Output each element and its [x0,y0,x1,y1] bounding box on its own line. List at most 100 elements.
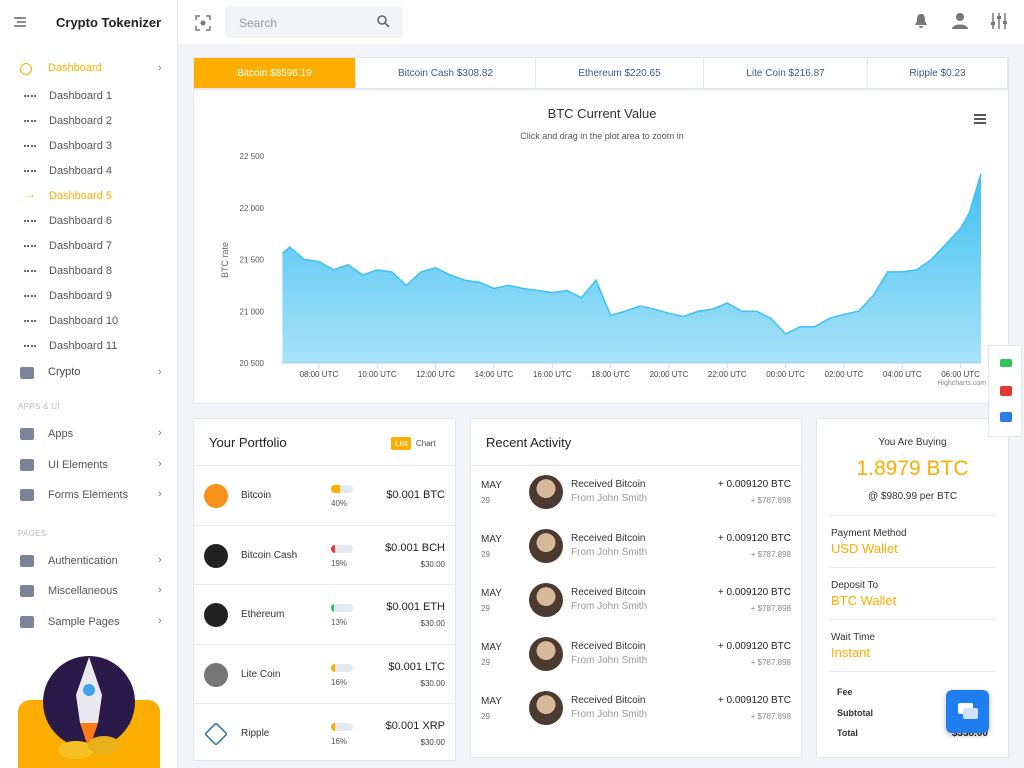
chat-button[interactable] [946,690,989,733]
submenu-item[interactable]: Dashboard 6 [49,215,112,227]
amount: $0.001 LTC [388,660,445,673]
active-arrow: → [24,187,36,201]
field-label: Payment Method [831,528,907,539]
usd-value: $30.00 [420,619,445,628]
chevron: › [158,488,162,500]
chart-credits: Highcharts.com [937,380,986,387]
dots [24,320,36,322]
dots [24,295,36,297]
activity-amount: + 0.009120 BTC [717,641,791,652]
buying-heading: You Are Buying [878,437,947,448]
amount: $0.001 BCH [385,541,445,554]
activity-usd: + $787.898 [750,604,791,613]
toggle-chart[interactable]: Chart [416,439,436,448]
x-tick-label: 16:00 UTC [533,370,572,379]
submenu-item[interactable]: Dashboard 2 [49,115,112,127]
portfolio-row: Ripple 16% $0.001 XRP $30.00 [194,703,455,763]
x-tick-label: 10:00 UTC [358,370,397,379]
menu-item[interactable]: Authentication [48,554,118,567]
progress-fill [331,485,340,493]
coin-tab[interactable]: Ethereum $220.65 [536,58,704,88]
profile-icon[interactable] [952,12,968,29]
submenu-item[interactable]: Dashboard 10 [49,315,119,327]
search-box[interactable]: Search [225,6,403,38]
x-tick-label: 22:00 UTC [708,370,747,379]
sidebar: Crypto Tokenizer Dashboard › Dashboard 1 Da… [0,0,178,768]
coin-name: Lite Coin [241,668,281,680]
coin-tab[interactable]: Bitcoin $8596.19 [194,58,356,88]
usd-value: $30.00 [420,559,445,569]
tool-icon[interactable] [1000,412,1012,422]
submenu-item[interactable]: Dashboard 8 [49,265,112,277]
menu-item[interactable]: UI Elements [48,458,108,471]
submenu-item[interactable]: Dashboard 5 [49,190,112,202]
menu-item[interactable]: Forms Elements [48,489,129,501]
coin-name: Bitcoin [241,490,272,501]
portfolio-card: Your Portfolio List Chart Bitcoin 40% $0.0… [193,418,456,761]
x-tick-label: 04:00 UTC [883,370,922,379]
search-icon [377,15,390,28]
settings-icon[interactable] [990,13,1008,29]
activity-from: From John Smith [571,709,648,720]
percent: 16% [331,677,348,687]
activity-card: Recent Activity MAY 29 Received Bitcoin Fro… [470,418,802,758]
dots [24,170,36,172]
menu-item[interactable]: Miscellaneous [48,585,118,597]
activity-amount: + 0.009120 BTC [717,587,791,598]
month: MAY [481,696,502,707]
submenu-item[interactable]: Dashboard 4 [49,165,112,177]
avatar [529,475,563,509]
activity-usd: + $787.898 [750,550,791,559]
field-value: Instant [831,645,871,660]
submenu-item[interactable]: Dashboard 3 [49,140,112,152]
activity-amount: + 0.009120 BTC [717,533,791,544]
amount: $0.001 ETH [386,601,445,613]
day: 29 [481,658,490,667]
tool-icon[interactable] [1000,386,1012,396]
toggle-list[interactable]: List [391,437,412,450]
chevron: › [158,614,162,627]
menu-icon [20,615,34,628]
menu-item[interactable]: Crypto [48,366,81,378]
month: MAY [481,534,502,545]
activity-amount: + 0.009120 BTC [717,479,791,490]
percent: 19% [331,558,348,568]
chart-subtitle: Click and drag in the plot area to zoom … [520,131,684,141]
coin-tab[interactable]: Bitcoin Cash $308.82 [356,58,536,88]
menu-icon [20,63,32,75]
notifications-icon[interactable] [914,13,928,29]
fullscreen-icon[interactable] [195,15,211,31]
area [282,173,981,363]
y-tick-label: 20 500 [240,359,265,368]
buying-rate: @ $980.99 per BTC [867,491,958,502]
submenu-item[interactable]: Dashboard 7 [49,240,112,252]
dots [24,245,36,247]
avatar [529,691,563,725]
x-tick-label: 20:00 UTC [650,370,689,379]
x-tick-label: 02:00 UTC [825,370,864,379]
dots [24,270,36,272]
dots [24,95,36,97]
coin-tab[interactable]: Lite Coin $216.87 [704,58,868,88]
month: MAY [481,588,502,599]
progress-track [331,604,353,612]
percent: 13% [331,618,348,627]
coin-tab[interactable]: Ripple $0.23 [868,58,1008,88]
menu-toggle[interactable] [14,16,28,28]
menu-item[interactable]: Dashboard [48,62,102,74]
day: 29 [481,550,490,559]
submenu-item[interactable]: Dashboard 9 [49,290,112,302]
tool-icon[interactable] [1000,359,1012,367]
portfolio-row: Ethereum 13% $0.001 ETH $30.00 [194,584,455,644]
month: MAY [481,480,502,491]
x-tick-label: 00:00 UTC [766,370,805,379]
menu-icon [20,458,34,471]
divider [829,567,996,568]
submenu-item[interactable]: Dashboard 1 [49,90,112,102]
coin-tabs: Bitcoin $8596.19 Bitcoin Cash $308.82 Ethe… [193,57,1009,89]
menu-item[interactable]: Sample Pages [48,615,120,628]
divider [471,465,801,466]
menu-item[interactable]: Apps [48,428,74,440]
chart-menu[interactable] [974,114,986,124]
submenu-item[interactable]: Dashboard 11 [49,340,118,352]
